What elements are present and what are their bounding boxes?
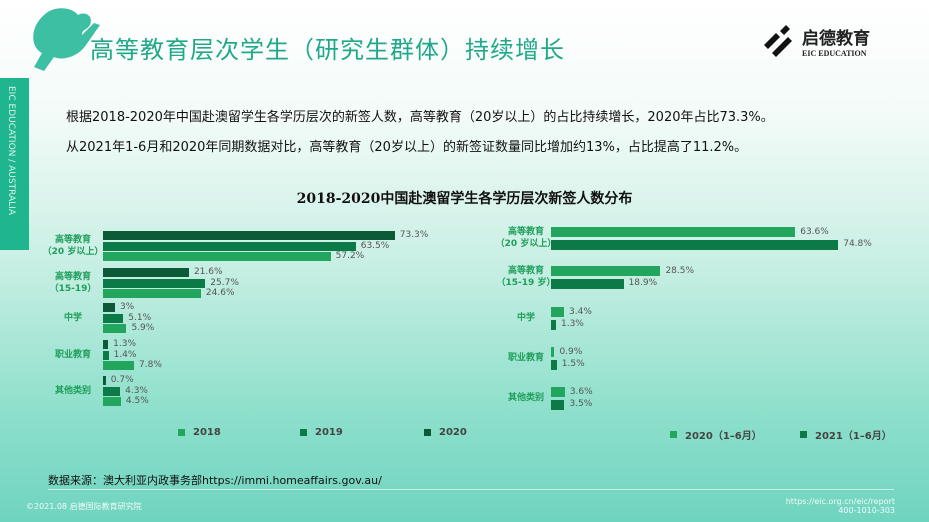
- bar-2021（1–6月）: [551, 319, 556, 330]
- data-label: 63.5%: [360, 240, 390, 251]
- legend-item: 2020: [424, 427, 467, 438]
- side-band-text: EIC EDUCATION / AUSTRALIA: [6, 86, 16, 215]
- data-label: 5.9%: [131, 323, 155, 333]
- logo-en: EIC EDUCATION: [802, 49, 867, 58]
- data-label: 1.3%: [560, 319, 584, 329]
- bar-2020（1–6月）: [551, 387, 565, 397]
- data-label: 3.5%: [569, 399, 593, 409]
- bar-2018: [103, 252, 331, 261]
- legend-label: 2020（1–6月）: [685, 431, 762, 442]
- bar-2020: [103, 340, 109, 349]
- category-label: 职业教育: [54, 350, 91, 360]
- legend-item: 2021（1–6月）: [800, 427, 892, 442]
- category-label: 中学: [63, 313, 82, 323]
- bar-2019: [103, 350, 109, 360]
- data-label: 74.8%: [843, 239, 872, 249]
- data-label: 1.5%: [561, 359, 585, 369]
- category-label: 职业教育: [507, 353, 544, 364]
- bar-2018: [103, 361, 135, 370]
- data-label: 4.5%: [125, 396, 149, 406]
- phone: 400-1010-303: [838, 506, 895, 515]
- report-link[interactable]: https://eic.org.cn/eic/report: [785, 497, 895, 506]
- legend-label: 2019: [315, 427, 343, 438]
- bar-2020: [103, 231, 395, 240]
- eic-logo: 启德教育 EIC EDUCATION: [762, 24, 870, 58]
- bar-2020（1–6月）: [551, 266, 661, 276]
- chart-title: 2018-2020中国赴澳留学生各学历层次新签人数分布: [296, 191, 633, 207]
- data-label: 1.3%: [113, 339, 137, 349]
- category-label: 高等教育 （15-19 岁）: [496, 266, 556, 289]
- category-label: 其他类别: [54, 386, 91, 396]
- copyright: ©2021.08 启德国际教育研究院: [26, 502, 142, 511]
- data-label: 0.7%: [110, 375, 134, 385]
- legend-swatch: [424, 429, 431, 436]
- data-label: 57.2%: [335, 251, 365, 261]
- data-label: 1.4%: [113, 349, 137, 360]
- side-band: EIC EDUCATION / AUSTRALIA: [0, 78, 29, 250]
- data-label: 25.7%: [210, 277, 239, 288]
- data-label: 5.1%: [128, 312, 152, 323]
- legend-swatch: [178, 429, 185, 436]
- category-label: 高等教育 （20 岁以上）: [42, 235, 104, 257]
- bar-2018: [103, 324, 127, 333]
- legend-item: 2018: [178, 427, 221, 438]
- category-label: 中学: [516, 313, 535, 324]
- legend-label: 2018: [193, 427, 221, 438]
- bar-2020: [103, 303, 115, 312]
- bar-2020（1–6月）: [551, 347, 555, 357]
- bar-2021（1–6月）: [551, 278, 624, 289]
- bar-2021（1–6月）: [551, 359, 557, 370]
- bar-2019: [103, 386, 121, 396]
- logo-cn: 启德教育: [802, 29, 870, 49]
- bar-2019: [103, 241, 356, 251]
- legend-item: 2020（1–6月）: [670, 427, 762, 442]
- report-url: https://eic.org.cn/eic/report 400-1010-30…: [786, 497, 895, 515]
- legend-label: 2021（1–6月）: [815, 431, 892, 442]
- divider: [48, 489, 894, 490]
- bar-2020（1–6月）: [551, 307, 565, 317]
- data-label: 3%: [119, 302, 135, 312]
- legend-item: 2019: [300, 427, 343, 438]
- data-label: 3.6%: [569, 386, 593, 397]
- data-label: 63.6%: [800, 226, 829, 237]
- category-label: 高等教育 （15-19）: [49, 272, 97, 294]
- bar-2020: [103, 268, 189, 277]
- legend-swatch: [800, 431, 807, 438]
- description-line-2: 从2021年1-6月和2020年同期数据对比，高等教育（20岁以上）的新签证数量…: [66, 140, 748, 155]
- bar-2019: [103, 278, 206, 288]
- data-source: 数据来源：澳大利亚内政事务部https://immi.homeaffairs.g…: [48, 474, 382, 487]
- data-label: 28.5%: [665, 265, 695, 276]
- data-label: 21.6%: [193, 267, 223, 277]
- legend-swatch: [670, 431, 677, 438]
- bar-2018: [103, 289, 201, 298]
- bar-2021（1–6月）: [551, 399, 565, 410]
- category-label: 高等教育 （20 岁以上）: [495, 227, 557, 250]
- bar-2021（1–6月）: [551, 239, 839, 250]
- data-label: 0.9%: [559, 346, 583, 357]
- category-label: 其他类别: [507, 393, 544, 404]
- data-label: 7.8%: [139, 360, 162, 370]
- description-line-1: 根据2018-2020年中国赴澳留学生各学历层次的新签人数，高等教育（20岁以上…: [66, 110, 774, 125]
- data-label: 3.4%: [569, 306, 592, 317]
- bar-2019: [103, 313, 124, 323]
- legend-label: 2020: [439, 427, 467, 438]
- page-title: 高等教育层次学生（研究生群体）持续增长: [90, 36, 565, 64]
- bar-2018: [103, 397, 121, 406]
- data-label: 73.3%: [399, 230, 429, 240]
- bar-2020（1–6月）: [551, 227, 796, 237]
- legend-swatch: [300, 429, 307, 436]
- koala-logo-icon: [33, 8, 100, 71]
- data-label: 18.9%: [628, 278, 658, 288]
- data-label: 24.6%: [205, 288, 235, 298]
- eic-logo-icon: [764, 25, 792, 57]
- bar-2020: [103, 376, 106, 385]
- data-label: 4.3%: [125, 385, 148, 396]
